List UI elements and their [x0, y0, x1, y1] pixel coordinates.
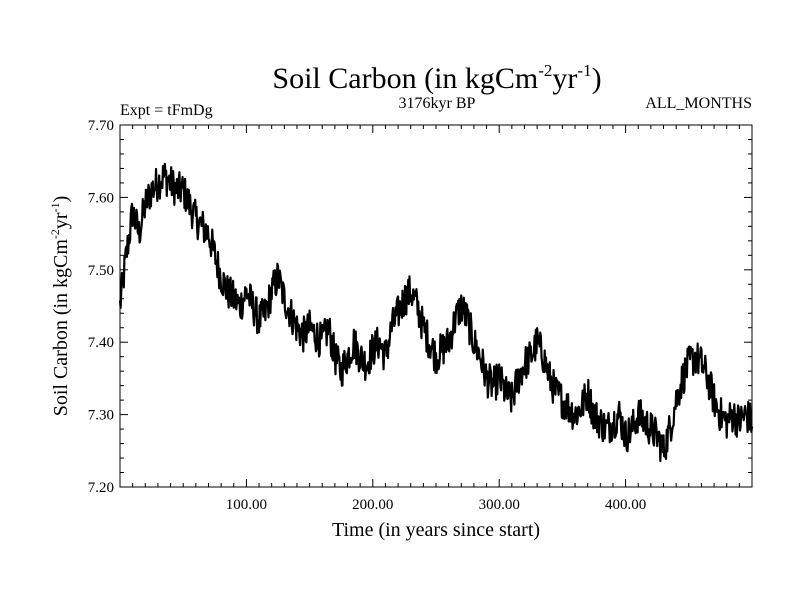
x-axis: 100.00 200.00 300.00 400.00 — [132, 125, 740, 513]
x-tick-label: 400.00 — [605, 497, 646, 513]
x-tick-label: 300.00 — [479, 497, 520, 513]
y-tick-label: 7.50 — [88, 263, 114, 279]
x-tick-label: 100.00 — [226, 497, 267, 513]
y-tick-label: 7.40 — [88, 335, 114, 351]
soil-carbon-series — [118, 162, 754, 463]
y-tick-label: 7.20 — [88, 480, 114, 496]
period-label: 3176kyr BP — [399, 95, 476, 112]
y-axis-label: Soil Carbon (in kgCm-2yr-1) — [48, 196, 72, 417]
chart-title: Soil Carbon (in kgCm-2yr-1) — [272, 61, 601, 95]
experiment-label: Expt = tFmDg — [120, 102, 213, 119]
x-tick-label: 200.00 — [352, 497, 393, 513]
y-tick-label: 7.60 — [88, 190, 114, 206]
months-label: ALL_MONTHS — [645, 95, 752, 112]
data-series-line — [118, 162, 754, 463]
y-tick-label: 7.30 — [88, 408, 114, 424]
y-axis: 7.20 7.30 7.40 7.50 7.60 7.70 — [88, 118, 752, 496]
x-axis-label: Time (in years since start) — [332, 519, 540, 541]
y-tick-label: 7.70 — [88, 118, 114, 134]
